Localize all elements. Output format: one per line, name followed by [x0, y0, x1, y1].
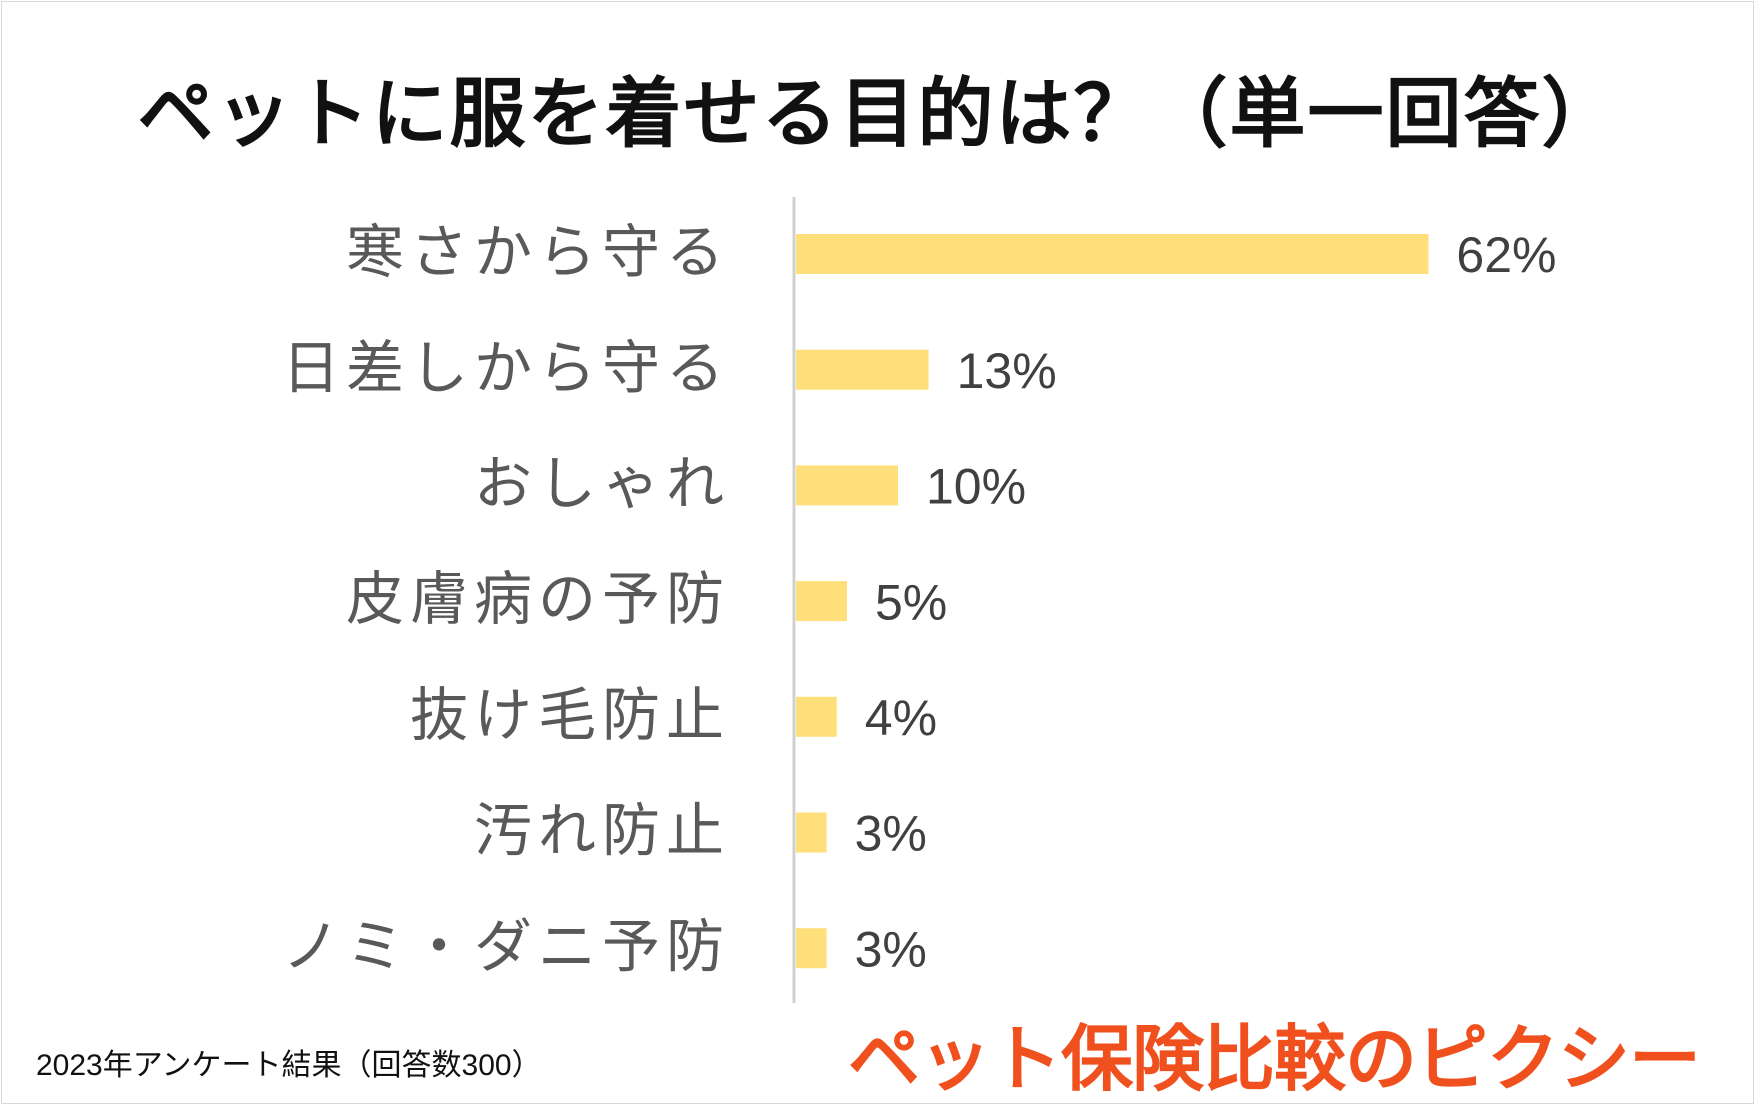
survey-footnote: 2023年アンケート結果（回答数300） [36, 1049, 542, 1082]
bars-layer: 寒さから守る 62% 日差しから守る 13% おしゃれ 10% 皮膚病の予防 5% 抜け毛防止 4… [282, 218, 1556, 980]
bar [796, 812, 827, 853]
value-label: 62% [1456, 227, 1556, 283]
value-label: 3% [855, 806, 927, 862]
bar [796, 234, 1429, 274]
category-label: おしゃれ [474, 450, 730, 518]
bar [796, 349, 929, 390]
bar [796, 696, 837, 737]
bar [796, 928, 827, 969]
bar [796, 465, 898, 506]
category-label: 汚れ防止 [474, 797, 730, 865]
value-label: 4% [865, 690, 937, 746]
category-label: 抜け毛防止 [410, 681, 730, 749]
value-label: 5% [875, 574, 947, 630]
value-label: 13% [957, 343, 1057, 399]
value-label: 3% [855, 921, 927, 977]
category-label: 寒さから守る [346, 218, 730, 286]
value-label: 10% [926, 459, 1026, 515]
brand-logo-text: ペット保険比較のピクシー [848, 1017, 1701, 1101]
category-label: 日差しから守る [282, 334, 730, 402]
bar [796, 581, 847, 622]
chart-title: ペットに服を着せる目的は？（単一回答） [137, 69, 1620, 158]
category-label: ノミ・ダニ予防 [282, 912, 730, 980]
category-label: 皮膚病の予防 [346, 565, 730, 633]
